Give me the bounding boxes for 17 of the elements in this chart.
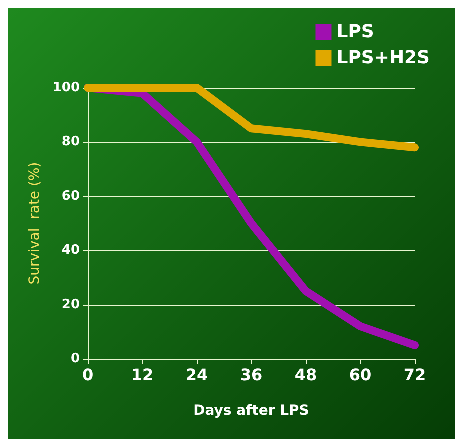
legend-label: LPS+H2S — [336, 48, 430, 68]
y-tick-label: 60 — [62, 188, 80, 204]
y-tick-label: 20 — [62, 297, 80, 312]
x-tick-label: 12 — [131, 366, 154, 384]
y-tick-label: 0 — [70, 352, 80, 366]
x-axis-title: Days after LPS — [194, 403, 310, 419]
x-tick-label: 36 — [240, 366, 263, 384]
y-tick-label: 80 — [62, 134, 80, 150]
x-tick-label: 0 — [82, 366, 94, 384]
x-tick-label: 24 — [186, 366, 208, 384]
y-axis-title: Survival rate (%) — [26, 162, 43, 285]
x-tick-label: 60 — [349, 366, 372, 384]
x-tick-label: 72 — [404, 366, 426, 384]
y-tick-label: 100 — [52, 80, 80, 96]
y-tick-label: 40 — [62, 243, 80, 258]
x-tick-label: 48 — [294, 366, 318, 384]
legend-label: LPS — [336, 22, 374, 42]
